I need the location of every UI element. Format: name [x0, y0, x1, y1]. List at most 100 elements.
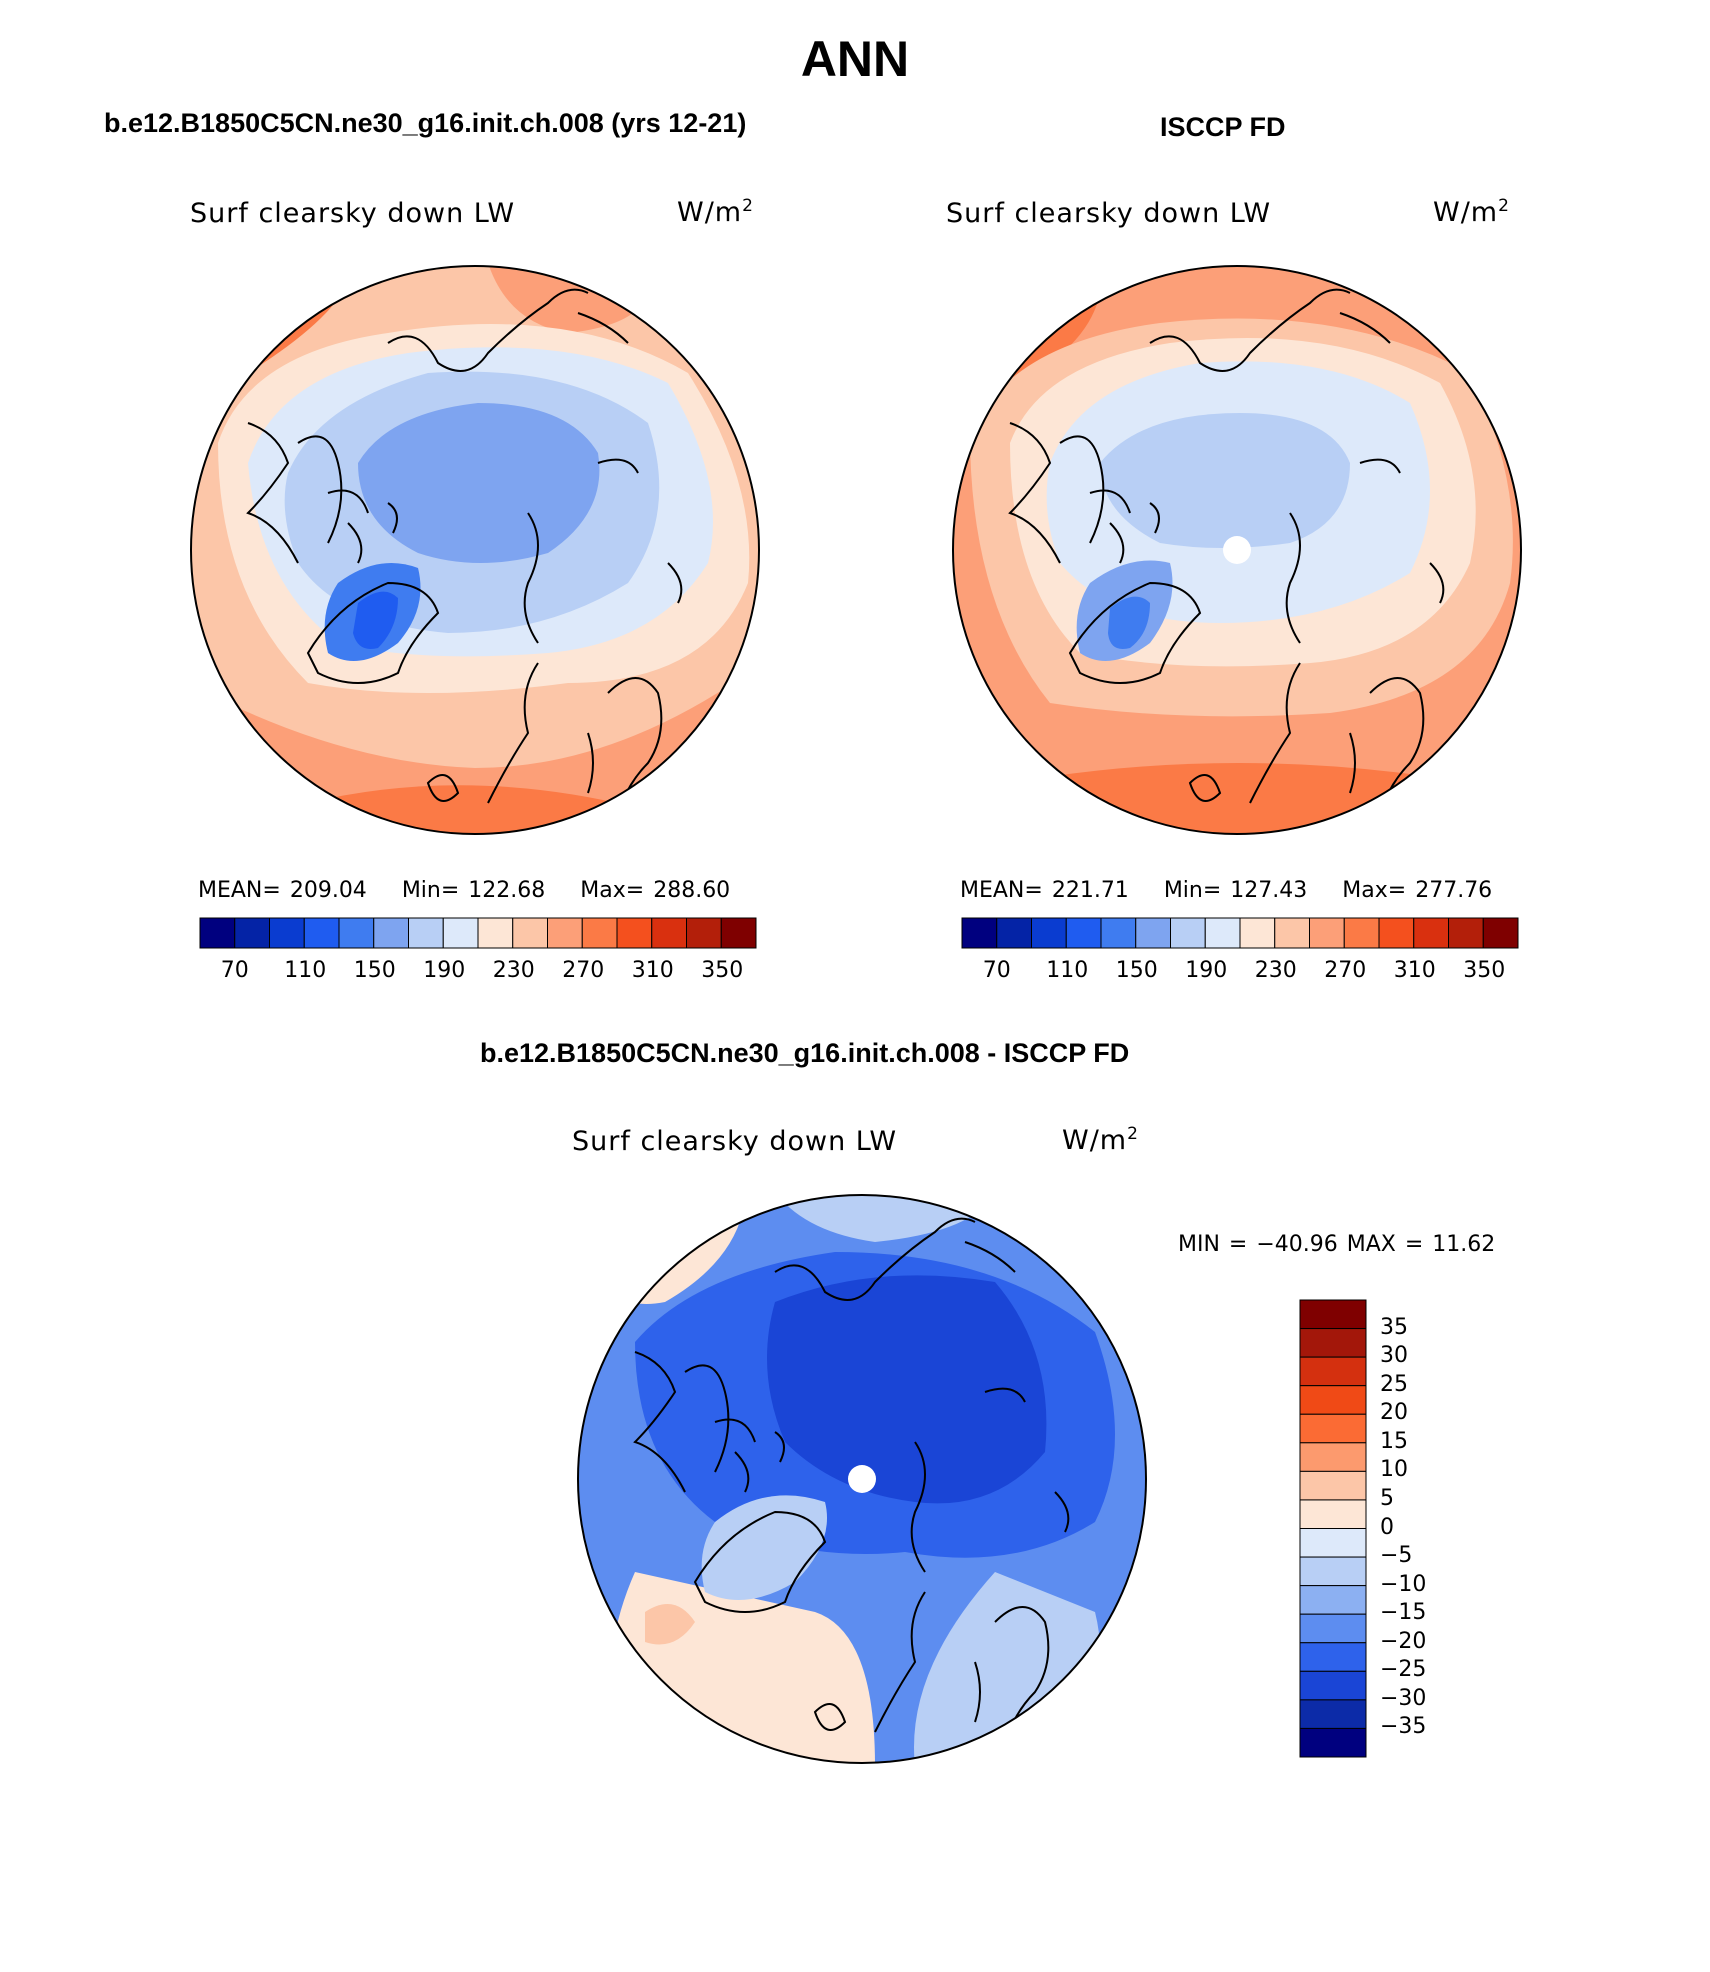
map1-field-warm-south — [191, 663, 759, 834]
panel-2-colorbar-box — [1482, 917, 1519, 949]
panel-1-stats: MEAN= 209.04 Min= 122.68 Max= 288.60 — [198, 878, 730, 903]
panel-2-colorbar-tick-label: 270 — [1324, 958, 1367, 983]
panel-3-colorbar-box — [1299, 1613, 1367, 1644]
panel-2-max-label: Max= — [1342, 878, 1407, 903]
diff-title: b.e12.B1850C5CN.ne30_g16.init.ch.008 - I… — [480, 1038, 1130, 1068]
panel-2-max-value: 277.76 — [1415, 878, 1493, 903]
panel-2-colorbar-ticks: 70 110 150 190 230 270 310 350 — [962, 958, 1518, 988]
panel-1-colorbar-box — [442, 917, 479, 949]
panel-2-colorbar-tick-label: 350 — [1463, 958, 1506, 983]
panel-3-colorbar-box — [1299, 1328, 1367, 1358]
panel-3-colorbar-ticks: 35 30 25 20 15 10 5 0 −5 −10 −15 −20 −25 −30 −35 — [1380, 1300, 1460, 1757]
panel-2-colorbar-tick-label: 230 — [1254, 958, 1297, 983]
panel-3-colorbar-tick-label: 30 — [1380, 1343, 1408, 1369]
panel-2-colorbar-box — [1100, 917, 1137, 949]
panel-3-colorbar-tick-label: 20 — [1380, 1400, 1408, 1426]
panel-1-colorbar-box — [338, 917, 375, 949]
panel-2-colorbar-box — [1239, 917, 1276, 949]
map2-pole-hole — [1223, 536, 1251, 564]
panel-3-colorbar-box — [1299, 1585, 1367, 1615]
panel-1-variable: Surf clearsky down LW — [190, 198, 516, 229]
panel-2-colorbar-box — [1343, 917, 1380, 949]
map3-coastlines — [633, 1217, 1070, 1743]
map2-field-warm-south — [953, 763, 1521, 834]
map1-field-cool-mid — [358, 403, 600, 563]
map1-coastlines — [246, 288, 683, 814]
panel-1-case-title: b.e12.B1850C5CN.ne30_g16.init.ch.008 (yr… — [104, 108, 747, 138]
map3-field-warm-se — [645, 1604, 695, 1645]
panel-3-colorbar-tick-label: −20 — [1380, 1628, 1427, 1654]
panel-3-colorbar-box — [1299, 1642, 1367, 1672]
panel-1-colorbar-ticks: 70 110 150 190 230 270 310 350 — [200, 958, 756, 988]
map1-boundary — [190, 265, 760, 835]
panel-2-units: W/m2 — [1433, 196, 1510, 228]
panel-2-units-base: W/m — [1433, 197, 1499, 228]
panel-2-colorbar-box — [1274, 917, 1310, 949]
panel-1-max-label: Max= — [580, 878, 645, 903]
map3-pole-hole — [848, 1465, 876, 1493]
panel-1-units-exp: 2 — [742, 196, 754, 216]
panel-1-colorbar-box — [581, 917, 618, 949]
panel-3-colorbar-box — [1299, 1528, 1367, 1558]
panel-3-colorbar-tick-label: −25 — [1380, 1657, 1427, 1683]
panel-3-colorbar-box — [1299, 1442, 1367, 1472]
panel-2-colorbar-tick-label: 310 — [1393, 958, 1436, 983]
panel-3-colorbar-box — [1299, 1413, 1367, 1444]
map3-field-greenland — [701, 1495, 827, 1600]
panel-1-colorbar-tick-label: 70 — [220, 958, 249, 983]
panel-1-colorbar-box — [477, 917, 514, 949]
panel-2-min-value: 127.43 — [1230, 878, 1308, 903]
panel-1-colorbar-box — [303, 917, 340, 949]
panel-1-colorbar-tick-label: 310 — [631, 958, 674, 983]
panel-3-colorbar-tick-label: 0 — [1380, 1514, 1394, 1540]
panel-3-colorbar-box — [1299, 1470, 1367, 1501]
map-panel-2 — [952, 265, 1522, 835]
panel-1-colorbar-tick-label: 230 — [492, 958, 535, 983]
panel-2-min-label: Min= — [1163, 878, 1222, 903]
panel-2-mean-value: 221.71 — [1051, 878, 1129, 903]
panel-3-colorbar-box — [1299, 1670, 1367, 1701]
panel-3-colorbar-tick-label: −30 — [1380, 1685, 1427, 1711]
panel-3-colorbar-tick-label: 5 — [1380, 1485, 1394, 1511]
panel-2-variable: Surf clearsky down LW — [946, 198, 1272, 229]
panel-1-colorbar-tick-label: 190 — [423, 958, 466, 983]
panel-3-colorbar-box — [1299, 1385, 1367, 1415]
panel-1-colorbar-tick-label: 350 — [701, 958, 744, 983]
panel-3-colorbar-tick-label: −15 — [1380, 1600, 1427, 1626]
panel-1-colorbar-tick-label: 110 — [284, 958, 327, 983]
panel-1-colorbar-box — [547, 917, 583, 949]
panel-1-colorbar-box — [686, 917, 722, 949]
map3-boundary — [577, 1194, 1147, 1764]
panel-1-colorbar-tick-label: 150 — [353, 958, 396, 983]
panel-1-colorbar — [199, 917, 757, 949]
panel-2-colorbar — [961, 917, 1519, 949]
panel-3-colorbar-tick-label: −35 — [1380, 1714, 1427, 1740]
map2-field-cool-greenland-core — [1108, 596, 1150, 649]
panel-3-colorbar-tick-label: 35 — [1380, 1314, 1408, 1340]
map1-field-cool-greenland-core — [353, 591, 398, 649]
page-title: ANN — [800, 31, 910, 87]
panel-1-colorbar-box — [616, 917, 653, 949]
panel-2-colorbar-box — [1413, 917, 1449, 949]
panel-2-colorbar-box — [1309, 917, 1345, 949]
panel-3-variable: Surf clearsky down LW — [572, 1126, 898, 1157]
map2-field-cool-light — [1100, 413, 1350, 548]
panel-1-colorbar-box — [720, 917, 757, 949]
panel-1-min-label: Min= — [401, 878, 460, 903]
panel-3-units: W/m2 — [1062, 1124, 1139, 1156]
panel-3-colorbar-tick-label: 10 — [1380, 1457, 1408, 1483]
panel-1-colorbar-box — [269, 917, 305, 949]
panel-2-colorbar-box — [1170, 917, 1206, 949]
panel-3-colorbar-tick-label: −5 — [1380, 1543, 1413, 1569]
panel-2-stats: MEAN= 221.71 Min= 127.43 Max= 277.76 — [960, 878, 1492, 903]
panel-1-mean-label: MEAN= — [198, 878, 281, 903]
panel-3-colorbar-tick-label: 15 — [1380, 1428, 1408, 1454]
map-panel-3 — [577, 1194, 1147, 1764]
panel-3-colorbar-box — [1299, 1499, 1367, 1529]
panel-2-colorbar-tick-label: 150 — [1115, 958, 1158, 983]
panel-3-minmax: MIN = −40.96 MAX = 11.62 — [1178, 1232, 1496, 1257]
panel-2-colorbar-box — [996, 917, 1032, 949]
panel-2-colorbar-box — [1448, 917, 1484, 949]
panel-1-max-value: 288.60 — [653, 878, 731, 903]
map3-field-deep — [767, 1275, 1047, 1504]
